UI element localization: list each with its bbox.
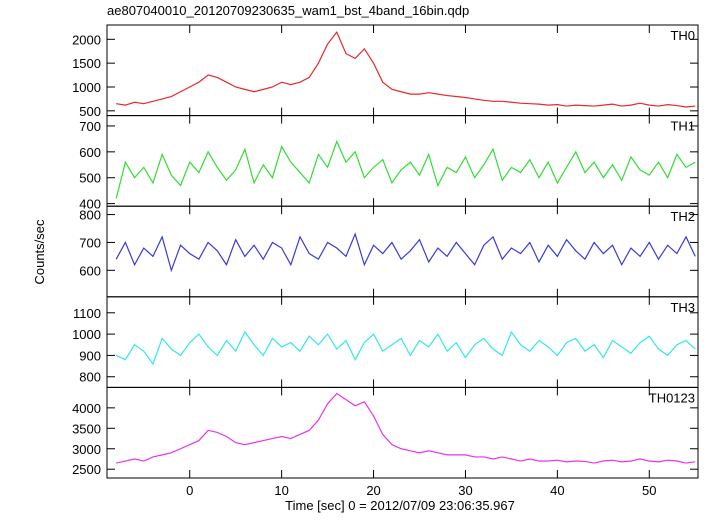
y-tick-label: 2000 [72,32,101,47]
light-curve [116,392,696,464]
y-tick-label: 500 [79,171,101,186]
x-tick-label: 40 [550,483,564,498]
y-tick-label: 600 [79,145,101,160]
y-tick-label: 800 [79,370,101,385]
panel-label: TH0 [670,28,695,43]
x-tick-label: 50 [642,483,656,498]
panel-frame [106,205,699,298]
light-curve [115,139,696,199]
x-tick-label: 20 [366,483,380,498]
y-tick-label: 3500 [72,421,101,436]
y-tick-label: 800 [79,208,101,223]
panel-label: TH1 [670,119,695,134]
panel-label: TH2 [670,209,695,224]
x-tick-label: 30 [458,483,472,498]
x-tick-label: 10 [274,483,288,498]
light-curve [116,30,696,108]
panel-frame [106,115,699,207]
y-tick-label: 400 [79,197,101,212]
y-axis-label: Counts/sec [32,219,47,285]
x-axis-label: Time [sec] 0 = 2012/07/09 23:06:35.967 [285,498,515,513]
panel-frame [106,24,699,117]
y-tick-label: 1500 [72,56,101,71]
y-tick-label: 2500 [72,462,101,477]
y-tick-label: 1100 [73,306,101,321]
panel-frame [106,386,699,479]
y-tick-label: 1000 [72,327,101,342]
y-tick-label: 700 [79,119,101,134]
y-tick-label: 700 [79,235,101,250]
y-tick-label: 1000 [72,80,101,95]
x-tick-label: 0 [186,483,193,498]
panel-label: TH3 [670,300,695,315]
light-curve [115,232,696,273]
y-tick-label: 3000 [72,442,101,457]
y-tick-label: 4000 [72,401,101,416]
y-tick-label: 500 [79,104,101,119]
panel-label: TH0123 [649,390,695,405]
y-tick-label: 900 [79,348,101,363]
y-tick-label: 600 [79,263,101,278]
chart-title: ae807040010_20120709230635_wam1_bst_4ban… [107,3,469,18]
light-curve [115,330,696,366]
